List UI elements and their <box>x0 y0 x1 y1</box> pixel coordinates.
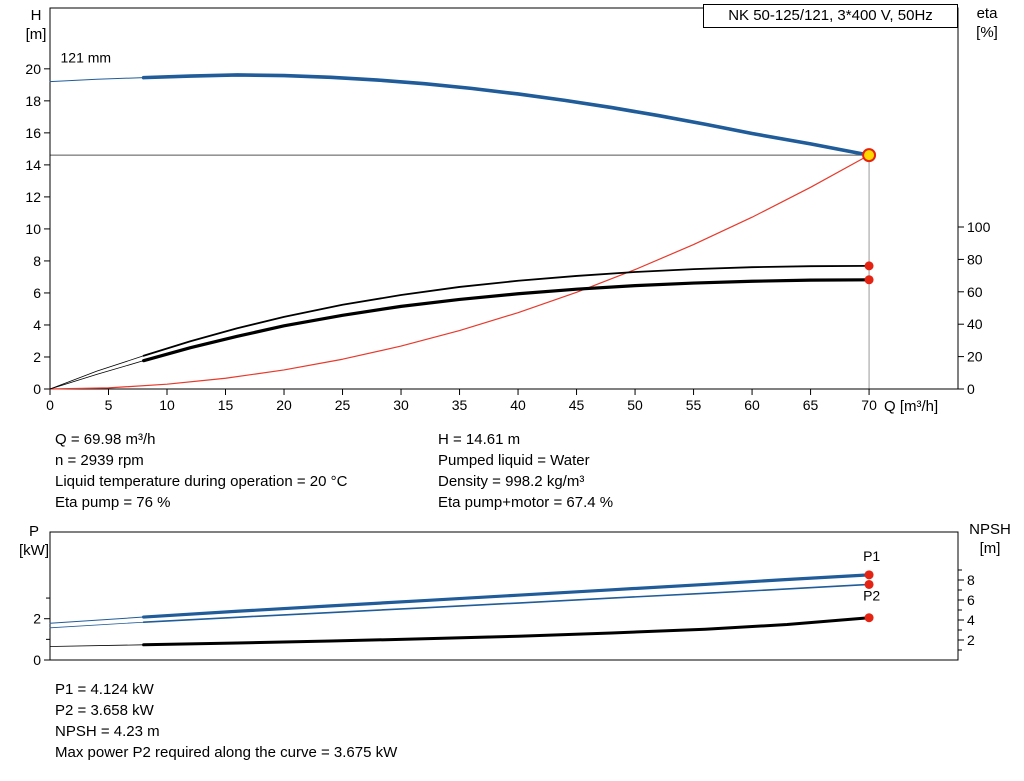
pump-model-label: NK 50-125/121, 3*400 V, 50Hz <box>728 7 933 24</box>
pumped-liquid-label: Pumped liquid = Water <box>438 452 590 469</box>
eta-pump-label: Eta pump = 76 % <box>55 494 171 511</box>
p-axis-unit: [kW] <box>19 542 49 559</box>
svg-text:10: 10 <box>159 397 175 413</box>
svg-text:16: 16 <box>25 125 41 141</box>
svg-text:2: 2 <box>967 632 975 648</box>
h-axis-title: H [m] <box>16 6 56 44</box>
svg-text:70: 70 <box>861 397 877 413</box>
power-text-block: P1 = 4.124 kW P2 = 3.658 kW NPSH = 4.23 … <box>55 679 397 763</box>
svg-text:4: 4 <box>967 612 975 628</box>
svg-text:60: 60 <box>967 284 983 300</box>
pump-model-box: NK 50-125/121, 3*400 V, 50Hz <box>703 4 958 28</box>
svg-text:8: 8 <box>967 572 975 588</box>
svg-text:40: 40 <box>967 316 983 332</box>
result-text-right: H = 14.61 m Pumped liquid = Water Densit… <box>438 429 613 513</box>
svg-text:10: 10 <box>25 221 41 237</box>
q-axis-title: Q [m³/h] <box>884 397 974 416</box>
speed-label: n = 2939 rpm <box>55 452 144 469</box>
svg-text:P2: P2 <box>863 587 880 603</box>
svg-text:14: 14 <box>25 157 41 173</box>
svg-text:50: 50 <box>627 397 643 413</box>
svg-text:15: 15 <box>218 397 234 413</box>
duty-flow-label: Q = 69.98 m³/h <box>55 431 156 448</box>
p-axis-title: P [kW] <box>12 522 56 560</box>
svg-text:0: 0 <box>967 381 975 397</box>
svg-text:P1: P1 <box>863 548 880 564</box>
svg-text:2: 2 <box>33 611 41 627</box>
npsh-axis-title: NPSH [m] <box>960 520 1020 558</box>
svg-text:2: 2 <box>33 349 41 365</box>
svg-text:121 mm: 121 mm <box>61 49 112 65</box>
svg-text:30: 30 <box>393 397 409 413</box>
svg-text:40: 40 <box>510 397 526 413</box>
svg-text:0: 0 <box>33 652 41 668</box>
liquid-temperature-label: Liquid temperature during operation = 20… <box>55 473 348 490</box>
svg-text:80: 80 <box>967 251 983 267</box>
svg-text:12: 12 <box>25 189 41 205</box>
svg-text:6: 6 <box>33 285 41 301</box>
svg-text:20: 20 <box>276 397 292 413</box>
h-axis-label: H <box>30 7 42 24</box>
svg-text:20: 20 <box>25 61 41 77</box>
npsh-value-label: NPSH = 4.23 m <box>55 723 160 740</box>
svg-text:8: 8 <box>33 253 41 269</box>
result-text-left: Q = 69.98 m³/h n = 2939 rpm Liquid tempe… <box>55 429 347 513</box>
npsh-axis-unit: [m] <box>979 540 1001 557</box>
svg-text:18: 18 <box>25 93 41 109</box>
density-label: Density = 998.2 kg/m³ <box>438 473 585 490</box>
svg-text:0: 0 <box>33 381 41 397</box>
svg-text:4: 4 <box>33 317 41 333</box>
svg-text:0: 0 <box>46 397 54 413</box>
svg-text:25: 25 <box>335 397 351 413</box>
svg-text:20: 20 <box>967 349 983 365</box>
svg-text:100: 100 <box>967 219 991 235</box>
eta-axis-title: eta [%] <box>964 4 1010 42</box>
svg-text:55: 55 <box>686 397 702 413</box>
h-axis-unit: [m] <box>25 26 47 43</box>
p-axis-label: P <box>28 523 39 540</box>
eta-axis-unit: [%] <box>976 24 998 41</box>
max-power-label: Max power P2 required along the curve = … <box>55 744 398 761</box>
svg-text:60: 60 <box>744 397 760 413</box>
p1-value-label: P1 = 4.124 kW <box>55 681 154 698</box>
eta-pump-motor-label: Eta pump+motor = 67.4 % <box>438 494 614 511</box>
duty-head-label: H = 14.61 m <box>438 431 521 448</box>
svg-text:5: 5 <box>105 397 113 413</box>
svg-text:6: 6 <box>967 592 975 608</box>
npsh-axis-label: NPSH <box>969 521 1011 538</box>
p2-value-label: P2 = 3.658 kW <box>55 702 154 719</box>
svg-text:65: 65 <box>803 397 819 413</box>
q-axis-label: Q [m³/h] <box>884 398 939 415</box>
eta-axis-label: eta <box>976 5 998 22</box>
svg-text:35: 35 <box>452 397 468 413</box>
svg-text:45: 45 <box>569 397 585 413</box>
